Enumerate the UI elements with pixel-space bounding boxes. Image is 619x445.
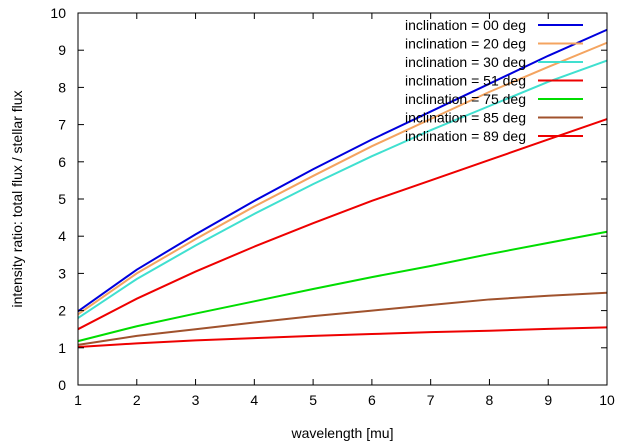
legend-label: inclination = 30 deg — [405, 54, 526, 70]
y-tick-label: 0 — [58, 377, 66, 393]
legend-label: inclination = 20 deg — [405, 36, 526, 52]
x-tick-label: 9 — [544, 392, 552, 408]
y-tick-label: 5 — [58, 191, 66, 207]
x-tick-label: 5 — [309, 392, 317, 408]
x-tick-label: 10 — [599, 392, 615, 408]
y-tick-label: 2 — [58, 303, 66, 319]
series-line — [77, 291, 608, 346]
y-tick-label: 3 — [58, 265, 66, 281]
series-line — [77, 230, 608, 343]
y-tick-label: 6 — [58, 154, 66, 170]
y-axis-title: intensity ratio: total flux / stellar fl… — [9, 90, 25, 307]
series-line — [77, 28, 608, 313]
legend: inclination = 00 deg inclination = 20 deg… — [405, 17, 583, 144]
x-tick-label: 2 — [133, 392, 141, 408]
y-axis: 0 1 2 3 4 5 6 7 8 9 10 — [50, 5, 607, 393]
series-line — [77, 326, 608, 349]
y-tick-label: 8 — [58, 79, 66, 95]
y-tick-label: 10 — [50, 5, 66, 21]
legend-label: inclination = 75 deg — [405, 91, 526, 107]
x-axis-title: wavelength [mu] — [291, 425, 394, 441]
legend-label: inclination = 51 deg — [405, 73, 526, 89]
series-line — [77, 118, 608, 331]
x-tick-label: 8 — [486, 392, 494, 408]
y-tick-label: 4 — [58, 228, 66, 244]
series-line — [77, 41, 608, 316]
legend-label: inclination = 00 deg — [405, 17, 526, 33]
x-tick-label: 6 — [368, 392, 376, 408]
x-tick-label: 3 — [192, 392, 200, 408]
x-tick-label: 1 — [74, 392, 82, 408]
x-axis: 1 2 3 4 5 6 7 8 9 10 — [74, 13, 615, 408]
x-tick-label: 7 — [427, 392, 435, 408]
y-tick-label: 1 — [58, 340, 66, 356]
legend-label: inclination = 85 deg — [405, 110, 526, 126]
x-tick-label: 4 — [250, 392, 258, 408]
y-tick-label: 7 — [58, 117, 66, 133]
legend-label: inclination = 89 deg — [405, 128, 526, 144]
y-tick-label: 9 — [58, 42, 66, 58]
series-lines — [77, 28, 608, 349]
series-line — [77, 59, 608, 319]
